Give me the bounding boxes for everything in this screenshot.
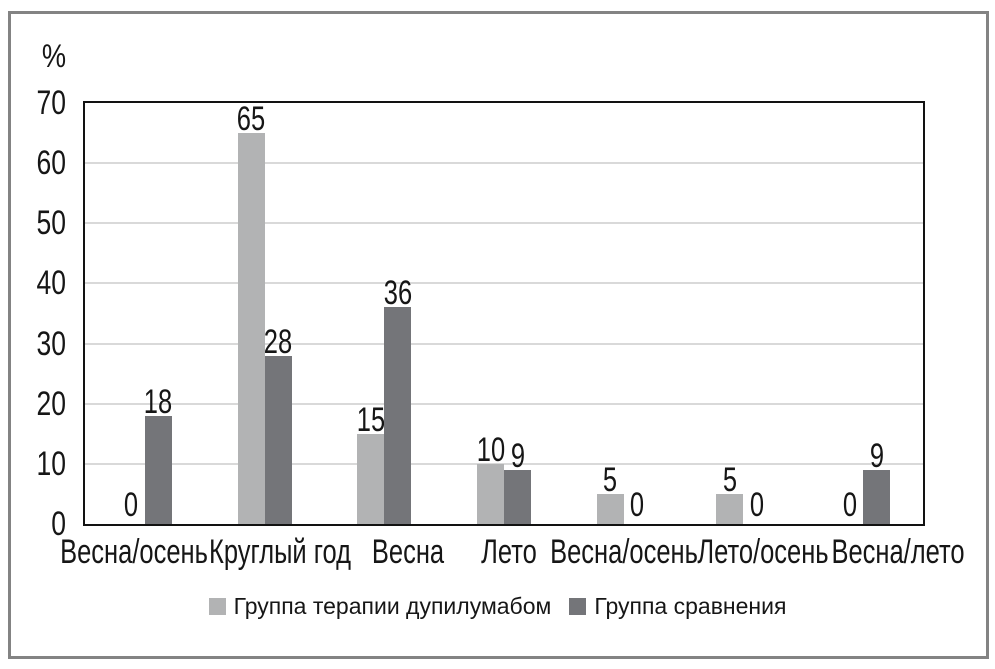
- x-category-label: Весна: [371, 533, 445, 571]
- y-tick-label: 20: [36, 384, 66, 423]
- gridline: [85, 162, 923, 165]
- plot-area: 0 18 65 28 15 36 10 9 5 0 5 0 0 9: [83, 101, 925, 526]
- bar: [477, 464, 504, 524]
- bar: [144, 416, 172, 524]
- y-tick-label: 60: [36, 144, 66, 183]
- x-category-label: Лето: [481, 533, 537, 571]
- y-tick-label: 70: [36, 84, 66, 122]
- chart-legend: Группа терапии дупилумабом Группа сравнен…: [0, 593, 995, 619]
- legend-swatch: [569, 597, 587, 615]
- bar-value-label: 5: [722, 461, 738, 499]
- legend-label: Группа сравнения: [594, 593, 787, 619]
- x-category-label: Весна/осень: [550, 533, 698, 571]
- x-category-label: Круглый год: [208, 533, 352, 571]
- bar-value-label: 10: [476, 431, 505, 469]
- legend-label: Группа терапии дупилумабом: [233, 593, 552, 619]
- bar-value-label: 0: [630, 486, 645, 524]
- gridline: [85, 222, 923, 225]
- bar-value-label: 36: [383, 274, 412, 312]
- gridline: [85, 462, 923, 465]
- bar: [596, 494, 624, 524]
- bar-value-label: 0: [842, 486, 857, 524]
- gridline: [85, 402, 923, 405]
- gridline: [85, 282, 923, 285]
- bar: [237, 133, 265, 524]
- bar-value-label: 9: [510, 437, 525, 475]
- bar: [863, 470, 891, 524]
- y-axis-unit-label: %: [41, 38, 66, 74]
- x-category-label: Весна/осень: [60, 533, 208, 571]
- bar-value-label: 0: [124, 486, 139, 524]
- legend-item: Группа терапии дупилумабом: [208, 593, 552, 619]
- legend-item: Группа сравнения: [569, 593, 786, 619]
- bar: [384, 307, 412, 524]
- x-category-label: Лето/осень: [697, 533, 829, 571]
- bar: [264, 356, 292, 524]
- bar-value-label: 18: [144, 383, 173, 421]
- bar: [357, 434, 385, 524]
- y-tick-label: 10: [36, 444, 66, 483]
- bar-value-label: 9: [869, 437, 884, 475]
- y-tick-label: 30: [36, 324, 66, 363]
- gridline: [85, 342, 923, 345]
- y-tick-label: 50: [36, 204, 66, 243]
- legend-swatch: [208, 597, 226, 615]
- bar-value-label: 0: [749, 486, 765, 524]
- y-tick-label: 40: [36, 264, 66, 303]
- bar-value-label: 65: [236, 100, 266, 138]
- bar-value-label: 15: [356, 401, 385, 439]
- x-category-label: Весна/лето: [831, 533, 965, 571]
- bar-value-label: 28: [263, 323, 293, 361]
- y-tick-label: 0: [51, 505, 66, 543]
- bar: [504, 470, 531, 524]
- bar: [716, 494, 744, 524]
- bar-value-label: 5: [603, 461, 618, 499]
